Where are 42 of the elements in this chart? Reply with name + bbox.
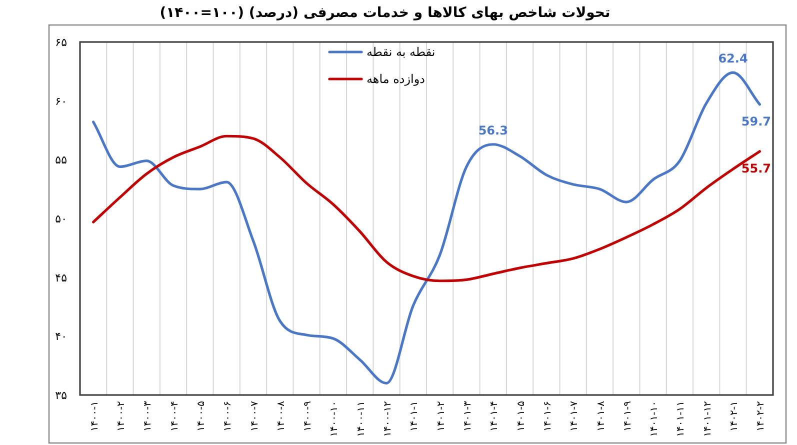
data-label: 55.7 (741, 161, 771, 176)
y-tick-label: ۴۰ (55, 330, 67, 344)
x-tick-label: ۱۴۰۰-۱۰ (329, 401, 340, 437)
data-label: 62.4 (718, 52, 748, 66)
x-tick-label: ۱۴۰۰-۶ (222, 401, 234, 432)
x-tick-label: ۱۴۰۲-۲ (756, 401, 767, 432)
x-tick-label: ۱۴۰۰-۸ (276, 400, 287, 432)
legend-item: نقطه به نقطه (328, 45, 436, 59)
y-tick-label: ۶۰ (55, 94, 67, 108)
x-tick-label: ۱۴۰۰-۱ (89, 401, 100, 432)
data-label: 56.3 (478, 123, 508, 138)
x-tick-label: ۱۴۰۱-۱۰ (649, 401, 660, 437)
x-tick-label: ۱۴۰۱-۲ (436, 401, 447, 432)
x-tick-label: ۱۴۰۰-۱۱ (356, 401, 367, 437)
x-tick-label: ۱۴۰۱-۵ (516, 401, 527, 432)
x-tick-label: ۱۴۰۱-۳ (462, 400, 474, 432)
legend-label: دوازده ماهه (366, 72, 426, 86)
chart-title: تحولات شاخص بهای کالاها و خدمات مصرفی (درصد) (۱۰۰=۱۴۰۰) (160, 5, 610, 21)
x-tick-label: ۱۴۰۰-۴ (169, 401, 180, 432)
x-tick-label: ۱۴۰۱-۷ (569, 400, 580, 432)
y-tick-label: ۶۵ (55, 36, 68, 49)
x-tick-label: ۱۴۰۱-۱۱ (676, 401, 687, 437)
x-tick-label: ۱۴۰۰-۹ (302, 401, 314, 432)
legend-item: دوازده ماهه (328, 72, 426, 86)
data-label: 59.7 (741, 114, 771, 128)
x-tick-label: ۱۴۰۰-۳ (142, 400, 154, 432)
x-tick-label: ۱۴۰۱-۸ (596, 400, 607, 432)
x-tick-label: ۱۴۰۱-۱ (409, 401, 420, 432)
x-tick-label: ۱۴۰۰-۱۲ (382, 401, 394, 437)
y-tick-label: ۴۵ (55, 271, 68, 284)
x-tick-label: ۱۴۰۰-۷ (249, 400, 260, 432)
x-tick-label: ۱۴۰۰-۲ (116, 401, 127, 432)
x-tick-label: ۱۴۰۱-۴ (489, 401, 500, 432)
y-tick-label: ۵۵ (55, 154, 68, 167)
x-tick-label: ۱۴۰۱-۶ (542, 401, 554, 432)
x-tick-label: ۱۴۰۲-۱ (729, 401, 740, 432)
y-tick-label: ۵۰ (55, 212, 67, 226)
x-tick-label: ۱۴۰۱-۱۲ (702, 401, 714, 437)
x-tick-label: ۱۴۰۰-۵ (196, 401, 207, 432)
y-tick-label: ۳۵ (55, 389, 68, 402)
x-tick-label: ۱۴۰۱-۹ (622, 401, 634, 432)
legend-label: نقطه به نقطه (366, 45, 436, 59)
